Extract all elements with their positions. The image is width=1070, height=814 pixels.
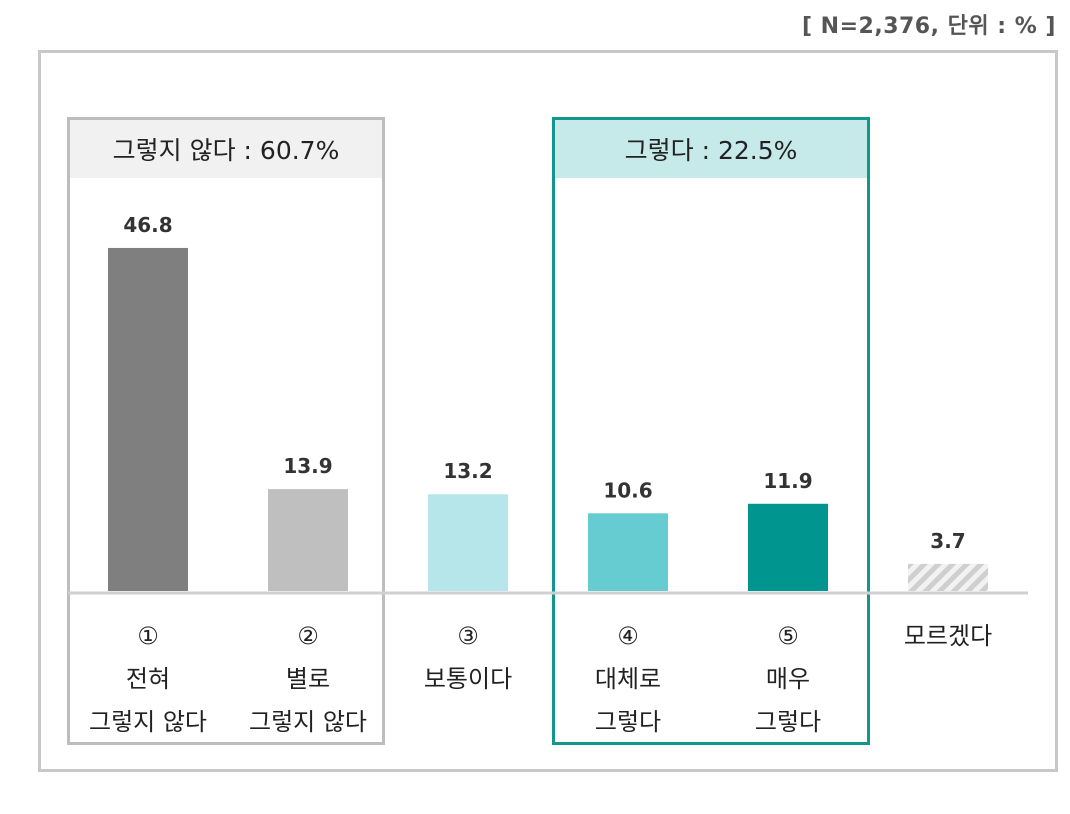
- category-line-2: 그렇지 않다: [88, 708, 208, 736]
- value-label-5: 11.9: [763, 469, 812, 493]
- bar-1: [108, 247, 188, 591]
- negative-group-box: 그렇지 않다 : 60.7%: [67, 117, 385, 745]
- bar-6: [908, 563, 988, 591]
- category-label-2: ② 별로 그렇지 않다: [228, 615, 388, 744]
- category-label-4: ④ 대체로 그렇다: [548, 615, 708, 744]
- category-line-1: 모르겠다: [903, 622, 993, 650]
- value-label-4: 10.6: [603, 478, 652, 502]
- sample-size-note: [ N=2,376, 단위 : % ]: [801, 14, 1056, 39]
- category-line-1: 별로: [285, 665, 331, 693]
- category-number: ①: [137, 622, 159, 650]
- category-number: ④: [617, 622, 639, 650]
- category-line-2: 그렇다: [594, 708, 662, 736]
- category-label-5: ⑤ 매우 그렇다: [708, 615, 868, 744]
- category-label-6: 모르겠다: [868, 615, 1028, 658]
- bar-2: [268, 489, 348, 591]
- category-line-1: 보통이다: [423, 665, 513, 693]
- category-number: ⑤: [777, 622, 799, 650]
- value-label-6: 3.7: [930, 529, 965, 553]
- category-number: ②: [297, 622, 319, 650]
- negative-group-header: 그렇지 않다 : 60.7%: [70, 120, 382, 178]
- category-line-2: 그렇지 않다: [248, 708, 368, 736]
- category-line-1: 전혀: [125, 665, 171, 693]
- category-label-1: ① 전혀 그렇지 않다: [68, 615, 228, 744]
- value-label-2: 13.9: [283, 454, 332, 478]
- category-line-1: 대체로: [594, 665, 662, 693]
- category-line-2: 그렇다: [754, 708, 822, 736]
- positive-group-header: 그렇다 : 22.5%: [555, 120, 867, 178]
- value-label-3: 13.2: [443, 459, 492, 483]
- bar-5: [748, 503, 828, 591]
- value-label-1: 46.8: [123, 213, 172, 237]
- bar-3: [428, 494, 508, 591]
- positive-group-box: 그렇다 : 22.5%: [552, 117, 870, 745]
- category-label-3: ③ 보통이다: [388, 615, 548, 701]
- bar-4: [588, 513, 668, 591]
- category-line-1: 매우: [765, 665, 811, 693]
- category-number: ③: [457, 622, 479, 650]
